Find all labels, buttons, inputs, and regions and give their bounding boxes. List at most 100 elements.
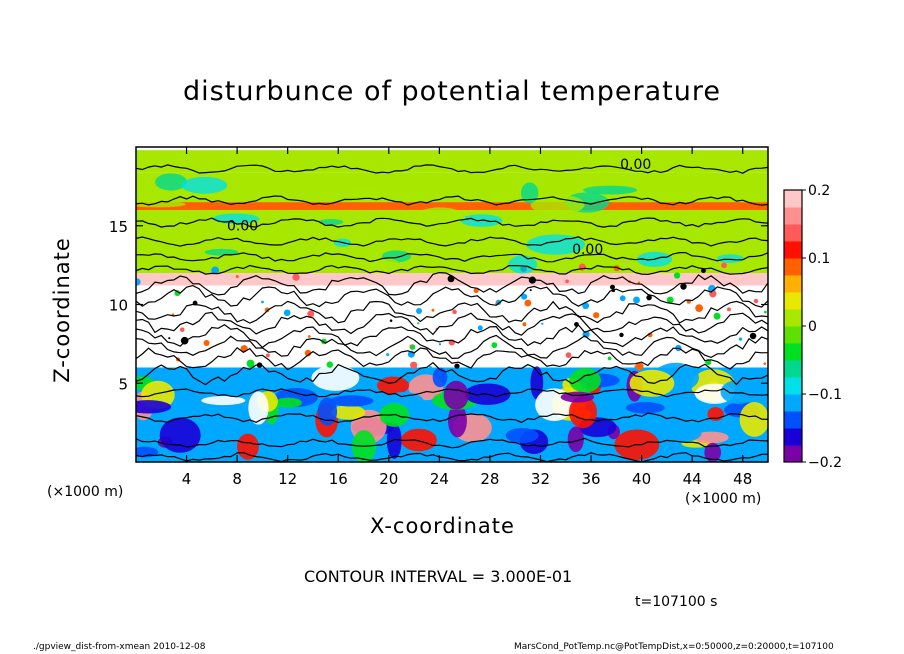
field-speckle (522, 322, 527, 327)
field-patch (350, 188, 378, 198)
field-blob (311, 365, 360, 391)
field-speckle (753, 298, 759, 304)
field-patch (415, 207, 465, 226)
field-speckle (180, 336, 189, 345)
field-speckle (264, 307, 270, 313)
field-speckle (292, 273, 300, 281)
time-label: t=107100 s (635, 594, 718, 610)
field-speckle (673, 272, 681, 279)
colorbar-segment (784, 207, 802, 225)
field-speckle (307, 335, 311, 338)
field-speckle (174, 290, 181, 297)
field-blob (569, 368, 601, 393)
colorbar-segment (784, 377, 802, 395)
x-axis-label: X-coordinate (370, 514, 515, 538)
contour-line (136, 361, 768, 386)
field-blob (625, 402, 665, 414)
field-speckle (265, 353, 270, 358)
field-speckle (680, 283, 687, 290)
field-speckle (246, 359, 255, 368)
x-tick-label: 40 (632, 470, 651, 488)
field-speckle (749, 332, 757, 340)
field-band-2 (136, 202, 768, 210)
field-speckle (491, 342, 498, 349)
colorbar-segment (784, 190, 802, 208)
field-speckle (307, 310, 315, 318)
x-tick-label: 44 (683, 470, 702, 488)
x-tick-label: 48 (733, 470, 752, 488)
field-patch (181, 176, 228, 194)
x-tick-label: 28 (480, 470, 499, 488)
field-patch (155, 173, 188, 191)
footer-right: MarsCond_PotTemp.nc@PotTempDist,x=0:5000… (514, 642, 834, 652)
field-speckle (633, 296, 640, 304)
field-blob (386, 422, 402, 459)
x-axis-unit-right: (×1000 m) (685, 491, 762, 507)
x-tick-label: 20 (379, 470, 398, 488)
field-speckle (417, 322, 420, 325)
field-blob (567, 426, 584, 453)
field-speckle (613, 265, 620, 272)
field-speckle (565, 352, 572, 359)
field-speckle (326, 361, 334, 368)
contour-line (136, 311, 768, 336)
field-speckle (261, 300, 264, 304)
field-speckle (410, 361, 418, 369)
contour-label: 0.00 (227, 218, 258, 234)
field-speckle (473, 288, 479, 294)
colorbar: 0.2 0.1 0 −0.1 −0.2 (783, 183, 842, 471)
field-blob (331, 405, 366, 420)
colorbar-tick-label: 0.1 (808, 251, 830, 267)
footer-left: ./gpview_dist-from-xmean 2010-12-08 (33, 642, 206, 652)
y-tick-label: 5 (118, 375, 128, 393)
colorbar-segment (784, 411, 802, 429)
contour-line (136, 300, 768, 324)
field-speckle (416, 308, 423, 315)
field-speckle (593, 312, 600, 319)
field-speckle (763, 362, 767, 365)
field-speckle (203, 339, 210, 346)
x-tick-label: 4 (182, 470, 192, 488)
field-speckle (727, 307, 731, 312)
contour-line (136, 251, 768, 263)
x-tick-label: 8 (232, 470, 242, 488)
field-speckle (701, 268, 706, 274)
contour-line (136, 437, 768, 449)
contour-line (136, 217, 768, 228)
field-speckle (454, 363, 460, 369)
contour-label: 0.00 (572, 242, 603, 258)
colorbar-segment (784, 394, 802, 412)
field-blob (377, 376, 410, 395)
field-speckle (429, 366, 432, 369)
x-axis-unit-left: (×1000 m) (47, 484, 124, 500)
contour-interval-label: CONTOUR INTERVAL = 3.000E-01 (304, 567, 573, 586)
field-patch (318, 219, 344, 226)
colorbar-tick-label: 0 (808, 319, 817, 335)
field-speckle (386, 353, 390, 357)
field-speckle (452, 309, 457, 315)
field-patch (520, 182, 539, 204)
field-patch (204, 248, 239, 256)
field-speckle (529, 289, 532, 292)
x-tick-label: 24 (430, 470, 449, 488)
y-tick-label: 10 (109, 297, 128, 315)
field-blob (432, 367, 448, 388)
field-blob (274, 397, 303, 408)
y-tick-label: 15 (109, 218, 128, 236)
field-speckle (431, 308, 435, 312)
field-patch (136, 201, 186, 208)
field-blob (443, 380, 469, 410)
field-patch (508, 255, 538, 274)
field-blob (237, 433, 259, 460)
field-blob (739, 402, 768, 437)
colorbar-segment (784, 292, 802, 310)
field-speckle (637, 281, 641, 284)
field-speckle (619, 332, 624, 338)
field-blob (505, 428, 539, 444)
contour-line (136, 346, 768, 371)
colorbar-segment (784, 309, 802, 327)
field-speckle (477, 325, 483, 331)
field-speckle (607, 356, 612, 361)
